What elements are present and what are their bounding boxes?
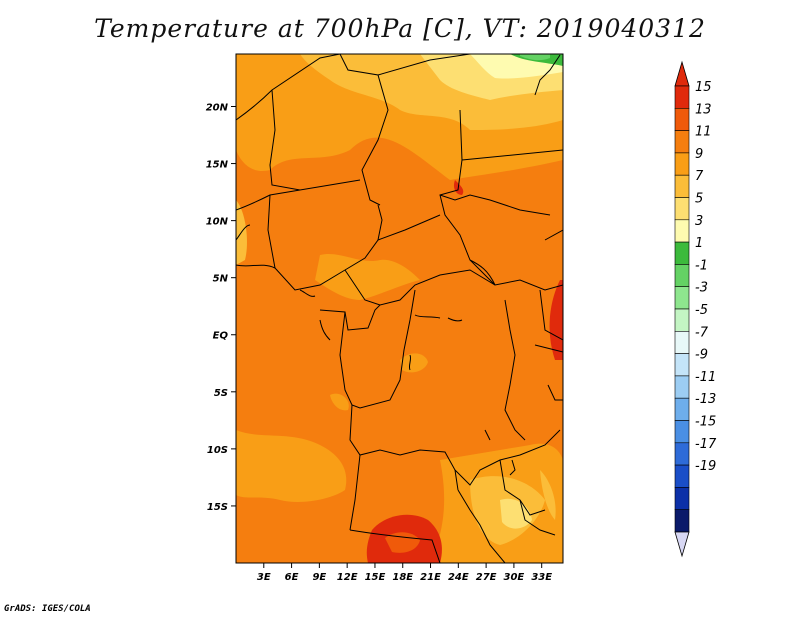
lon-tick-label: 18E bbox=[392, 572, 413, 583]
colorbar-label: 1 bbox=[695, 236, 703, 251]
colorbar-swatch bbox=[674, 375, 690, 399]
colorbar-label: 15 bbox=[695, 80, 712, 95]
colorbar-swatch bbox=[674, 174, 690, 198]
colorbar-label: 5 bbox=[695, 192, 703, 207]
lon-tick-label: 27E bbox=[476, 572, 497, 583]
lat-tick-label: 10S bbox=[207, 445, 228, 456]
map-title: Temperature at 700hPa [C], VT: 201904031… bbox=[94, 14, 706, 43]
temperature-field bbox=[236, 54, 563, 563]
colorbar-label: -13 bbox=[695, 392, 716, 407]
lat-tick-label: 15N bbox=[206, 160, 229, 171]
colorbar: 15 13 11 9 7 5 3 1 -1 -3 -5 -7 -9 -11 -13 -15 -17 -19 bbox=[674, 60, 717, 558]
colorbar-label: -17 bbox=[695, 437, 717, 452]
lon-tick-label: 21E bbox=[420, 572, 441, 583]
colorbar-swatch bbox=[674, 420, 690, 444]
colorbar-label: -1 bbox=[695, 258, 708, 273]
lat-tick-label: 10N bbox=[206, 217, 229, 228]
lat-tick-label: EQ bbox=[213, 331, 229, 342]
colorbar-label: -19 bbox=[695, 459, 716, 474]
colorbar-label: -5 bbox=[695, 303, 708, 318]
lon-tick-label: 24E bbox=[448, 572, 469, 583]
colorbar-label: 7 bbox=[695, 169, 704, 184]
colorbar-bottom-arrow bbox=[674, 531, 690, 558]
colorbar-label: -7 bbox=[695, 325, 709, 340]
colorbar-label: 3 bbox=[695, 214, 703, 229]
colorbar-label: -9 bbox=[695, 348, 708, 363]
colorbar-swatch bbox=[674, 241, 690, 265]
lon-tick-label: 3E bbox=[257, 572, 271, 583]
colorbar-swatch bbox=[674, 152, 690, 176]
latitude-ticks: 20N 15N 10N 5N EQ 5S 10S 15S bbox=[206, 102, 236, 513]
colorbar-label: 9 bbox=[695, 147, 703, 162]
credit-text: GrADS: IGES/COLA bbox=[4, 604, 91, 614]
colorbar-swatch bbox=[674, 442, 690, 466]
colorbar-swatch bbox=[674, 330, 690, 354]
map-frame bbox=[235, 53, 564, 564]
colorbar-label: -15 bbox=[695, 415, 716, 430]
lon-tick-label: 33E bbox=[531, 572, 552, 583]
lat-tick-label: 5S bbox=[214, 388, 228, 399]
colorbar-top-arrow bbox=[674, 60, 690, 87]
longitude-ticks: 3E 6E 9E 12E 15E 18E 21E 24E 27E 30E 33E bbox=[257, 563, 552, 583]
colorbar-label: 13 bbox=[695, 102, 712, 117]
colorbar-swatch bbox=[674, 509, 690, 533]
colorbar-swatch bbox=[674, 130, 690, 154]
lon-tick-label: 9E bbox=[312, 572, 326, 583]
colorbar-swatch bbox=[674, 286, 690, 310]
colorbar-swatch bbox=[674, 464, 690, 488]
colorbar-swatch bbox=[674, 397, 690, 421]
colorbar-swatch bbox=[674, 487, 690, 510]
lon-tick-label: 6E bbox=[285, 572, 299, 583]
lat-tick-label: 15S bbox=[207, 502, 228, 513]
colorbar-swatch bbox=[674, 85, 690, 109]
colorbar-label: -3 bbox=[695, 281, 708, 296]
colorbar-label: -11 bbox=[695, 370, 716, 385]
lon-tick-label: 15E bbox=[365, 572, 386, 583]
lon-tick-label: 12E bbox=[337, 572, 358, 583]
country-borders bbox=[236, 54, 563, 563]
colorbar-swatch bbox=[674, 197, 690, 221]
colorbar-swatch bbox=[674, 219, 690, 243]
colorbar-swatch bbox=[674, 108, 690, 131]
colorbar-swatch bbox=[674, 264, 690, 287]
colorbar-label: 11 bbox=[695, 125, 712, 140]
lat-tick-label: 20N bbox=[206, 102, 229, 113]
colorbar-swatch bbox=[674, 308, 690, 332]
lon-tick-label: 30E bbox=[504, 572, 525, 583]
colorbar-swatch bbox=[674, 353, 690, 377]
lat-tick-label: 5N bbox=[213, 274, 229, 285]
